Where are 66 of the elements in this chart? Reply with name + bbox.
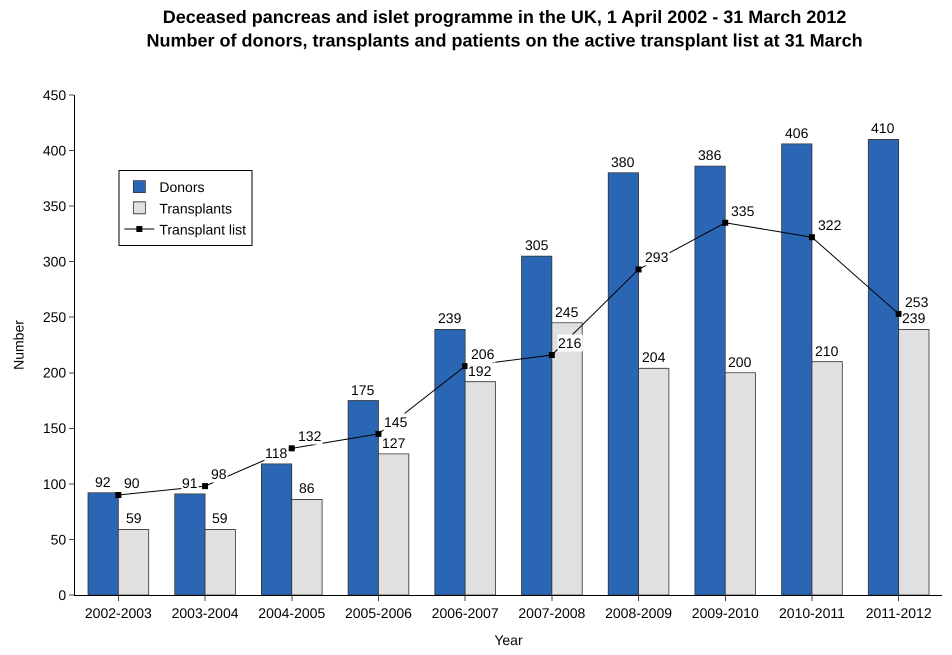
data-label: 380 xyxy=(611,154,635,170)
x-tick-label: 2010-2011 xyxy=(778,604,846,621)
data-label: 204 xyxy=(642,349,666,365)
data-label: 132 xyxy=(298,428,322,444)
x-tick-label: 2011-2012 xyxy=(866,604,932,621)
x-tick-label: 2007-2008 xyxy=(518,604,586,621)
data-label: 245 xyxy=(555,304,579,320)
data-label: 175 xyxy=(351,382,375,398)
data-label: 200 xyxy=(728,354,752,370)
data-label: 216 xyxy=(558,335,582,351)
data-label: 335 xyxy=(731,203,755,219)
chart-subtitle: Number of donors, transplants and patients on the active transplant list at 31 March xyxy=(146,30,863,50)
y-tick-label: 400 xyxy=(42,142,66,158)
x-tick-label: 2003-2004 xyxy=(172,604,239,621)
x-axis-title: Year xyxy=(494,632,523,648)
y-tick-label: 300 xyxy=(42,254,66,270)
y-tick-label: 0 xyxy=(58,586,66,603)
y-tick-label: 200 xyxy=(42,364,66,381)
x-tick-label: 2006-2007 xyxy=(432,604,499,621)
data-label: 59 xyxy=(212,510,228,526)
data-label: 98 xyxy=(211,466,227,482)
x-tick-label: 2002-2003 xyxy=(84,604,152,621)
y-tick-label: 450 xyxy=(42,86,66,103)
data-label: 386 xyxy=(698,147,722,163)
data-label: 293 xyxy=(645,249,669,265)
y-tick-label: 150 xyxy=(42,420,66,436)
x-tick-label: 2008-2009 xyxy=(605,604,672,621)
y-tick-label: 250 xyxy=(42,309,66,326)
y-axis-title: Number xyxy=(10,320,26,370)
x-tick-label: 2005-2006 xyxy=(344,604,412,621)
data-label: 210 xyxy=(815,343,839,359)
point xyxy=(808,234,815,240)
data-label: 86 xyxy=(299,480,315,496)
data-label: 145 xyxy=(384,414,408,430)
point xyxy=(375,430,382,437)
y-tick-label: 350 xyxy=(42,198,66,214)
data-label: 192 xyxy=(468,363,492,379)
data-label: 59 xyxy=(126,510,142,526)
data-label: 118 xyxy=(265,445,288,461)
point xyxy=(896,310,902,317)
point xyxy=(288,445,295,452)
point xyxy=(722,220,728,226)
y-tick-label: 100 xyxy=(42,476,66,492)
data-label: 90 xyxy=(124,475,140,491)
x-tick-label: 2004-2005 xyxy=(258,604,326,621)
legend-label: Transplant list xyxy=(159,221,246,238)
data-label: 253 xyxy=(905,294,929,310)
legend-label: Transplants xyxy=(159,200,232,216)
data-label: 127 xyxy=(382,435,406,451)
data-label: 206 xyxy=(471,346,495,362)
data-label: 91 xyxy=(182,475,198,491)
data-label: 406 xyxy=(785,125,809,141)
point xyxy=(636,266,642,272)
data-label: 322 xyxy=(818,217,842,233)
x-tick-label: 2009-2010 xyxy=(692,604,759,621)
y-tick-label: 50 xyxy=(50,531,66,548)
data-label: 410 xyxy=(871,120,895,136)
legend-label: Donors xyxy=(159,179,204,196)
point xyxy=(548,352,555,358)
point xyxy=(115,492,122,498)
data-label: 92 xyxy=(95,474,111,490)
data-label: 305 xyxy=(525,237,549,253)
data-label: 239 xyxy=(438,310,462,326)
point xyxy=(202,483,208,490)
chart-title: Deceased pancreas and islet programme in the UK, 1 April 2002 - 31 March 2012 xyxy=(162,6,846,27)
data-label: 239 xyxy=(902,310,926,326)
